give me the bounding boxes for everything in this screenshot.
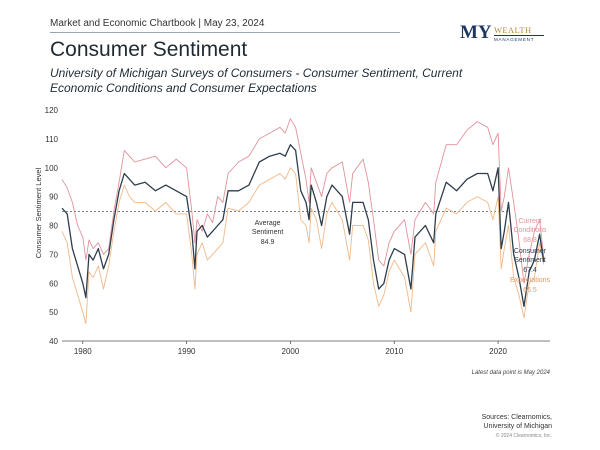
latest-data-note: Latest data point is May 2024 xyxy=(471,370,550,376)
logo-my-text: MY xyxy=(460,22,492,43)
y-tick-label: 70 xyxy=(49,250,58,259)
y-tick-label: 40 xyxy=(49,337,58,346)
sentiment-label: Sentiment xyxy=(514,257,546,264)
y-axis: 40 50 60 70 80 90 100 110 120 xyxy=(45,106,59,346)
y-tick-label: 80 xyxy=(49,222,58,231)
my-wealth-logo: MY WEALTH MANAGEMENT xyxy=(460,22,550,50)
expectations-label: Expectations xyxy=(510,277,551,284)
sources: Sources: Clearnomics, University of Mich… xyxy=(482,413,552,431)
page-subtitle: University of Michigan Surveys of Consum… xyxy=(50,66,463,95)
average-label: Sentiment xyxy=(252,229,284,236)
end-labels: Current Conditions 68.8 Consumer Sentiment 67… xyxy=(510,218,551,294)
logo-wealth-text: WEALTH xyxy=(494,25,532,35)
y-tick-label: 100 xyxy=(45,164,59,173)
current-series-line xyxy=(61,118,545,284)
x-axis: 1980 1990 2000 2010 2020 xyxy=(62,340,550,356)
sources-line-2: University of Michigan xyxy=(483,423,552,430)
header-divider xyxy=(50,32,400,33)
chartbook-header: Market and Economic Chartbook | May 23, … xyxy=(50,18,265,29)
current-label: Current xyxy=(518,218,541,225)
average-sentiment-group: Average Sentiment 84.9 xyxy=(62,210,510,246)
current-value-label: 68.8 xyxy=(523,237,537,244)
sentiment-value-label: 67.4 xyxy=(523,267,537,274)
y-tick-label: 120 xyxy=(45,106,59,115)
x-tick-label: 2000 xyxy=(282,347,300,356)
x-tick-label: 1990 xyxy=(178,347,196,356)
sources-line-1: Sources: Clearnomics, xyxy=(481,414,552,421)
page-title: Consumer Sentiment xyxy=(50,38,248,61)
expectations-value-label: 66.5 xyxy=(523,287,537,294)
average-value-label: 84.9 xyxy=(261,239,275,246)
x-tick-label: 2010 xyxy=(385,347,403,356)
logo-management-text: MANAGEMENT xyxy=(494,37,535,42)
x-tick-label: 2020 xyxy=(489,347,507,356)
expectations-series-line xyxy=(61,167,545,325)
logo-rule xyxy=(494,35,544,36)
copyright: © 2024 Clearnomics, Inc. xyxy=(495,433,552,439)
y-tick-label: 90 xyxy=(49,193,58,202)
sentiment-label: Consumer xyxy=(514,248,547,255)
y-axis-label: Consumer Sentiment Level xyxy=(34,167,43,258)
series-group xyxy=(61,118,545,325)
current-label: Conditions xyxy=(513,227,547,234)
y-tick-label: 50 xyxy=(49,308,58,317)
x-tick-label: 1980 xyxy=(74,347,92,356)
y-tick-label: 60 xyxy=(49,279,58,288)
y-tick-label: 110 xyxy=(45,135,58,144)
sentiment-series-line xyxy=(61,144,545,308)
average-label: Average xyxy=(255,220,281,227)
